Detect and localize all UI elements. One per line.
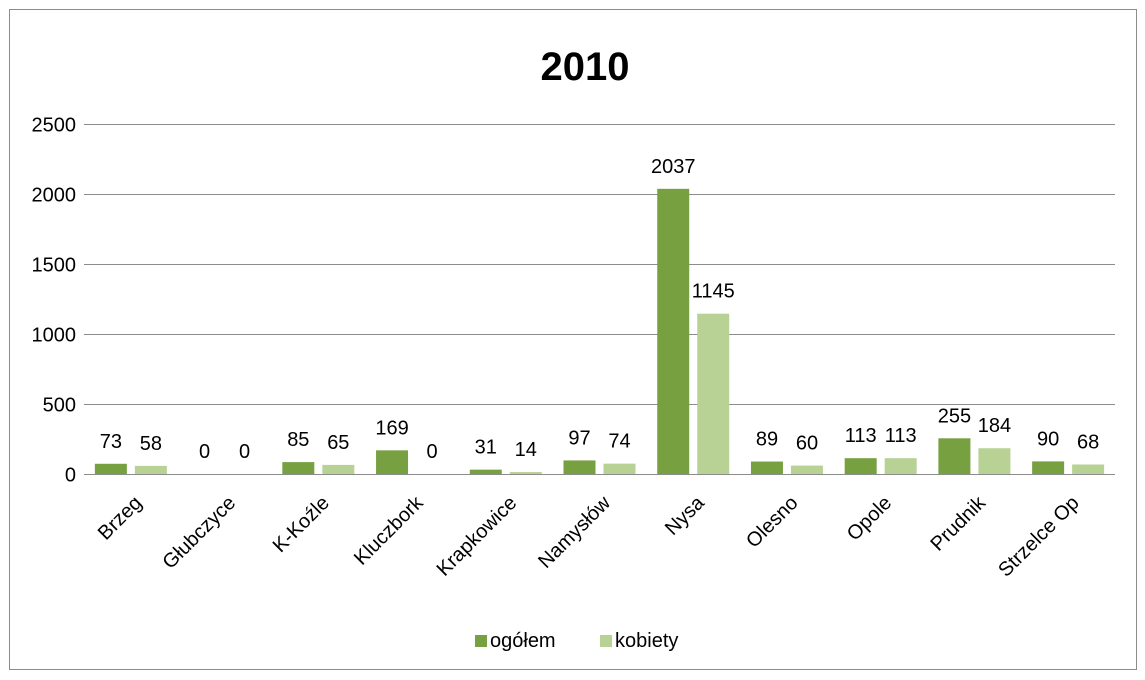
data-label: 113 xyxy=(845,425,877,447)
bar-ogółem xyxy=(282,462,315,474)
data-label: 85 xyxy=(287,429,309,451)
data-label: 90 xyxy=(1037,428,1059,450)
y-tick-label: 1000 xyxy=(32,325,77,347)
data-label: 73 xyxy=(100,431,122,453)
data-label: 65 xyxy=(327,432,349,454)
legend: ogółem kobiety xyxy=(475,630,678,652)
data-label: 89 xyxy=(756,429,778,451)
y-axis-ticks: 0 500 1000 1500 2000 2500 xyxy=(32,115,77,487)
data-label: 1145 xyxy=(692,281,735,303)
data-label: 2037 xyxy=(651,156,696,178)
legend-swatch xyxy=(475,635,487,647)
data-label: 60 xyxy=(796,433,818,455)
data-labels: 73 58 0 0 85 65 169 0 31 14 97 74 2037 1145 89 60 113 113… xyxy=(100,156,1100,463)
bars xyxy=(94,188,1105,474)
y-tick-label: 0 xyxy=(65,465,76,487)
legend-label: ogółem xyxy=(490,630,556,652)
bar-kobiety xyxy=(509,472,542,474)
bar-ogółem xyxy=(657,188,690,474)
bar-kobiety xyxy=(884,458,917,474)
legend-swatch xyxy=(600,635,612,647)
y-tick-label: 2500 xyxy=(32,115,77,137)
bar-ogółem xyxy=(844,458,877,474)
data-label: 68 xyxy=(1077,431,1099,453)
bar-kobiety xyxy=(322,464,355,474)
data-label: 0 xyxy=(199,441,210,463)
data-label: 255 xyxy=(938,405,971,427)
bar-ogółem xyxy=(469,469,502,474)
legend-label: kobiety xyxy=(615,630,678,652)
data-label: 74 xyxy=(608,431,630,453)
data-label: 31 xyxy=(475,437,497,459)
data-label: 113 xyxy=(885,425,917,447)
bar-kobiety xyxy=(603,463,636,474)
data-label: 97 xyxy=(568,427,590,449)
bar-ogółem xyxy=(94,463,127,474)
data-label: 0 xyxy=(426,441,437,463)
bar-ogółem xyxy=(938,438,971,474)
data-label: 184 xyxy=(978,415,1011,437)
y-tick-label: 500 xyxy=(43,395,76,417)
data-label: 169 xyxy=(375,417,408,439)
chart-title: 2010 xyxy=(541,45,630,89)
data-label: 58 xyxy=(140,433,162,455)
bar-kobiety xyxy=(790,465,823,474)
y-tick-label: 1500 xyxy=(32,255,77,277)
data-label: 0 xyxy=(239,441,250,463)
bar-ogółem xyxy=(376,450,409,474)
bar-ogółem xyxy=(750,461,783,474)
bar-ogółem xyxy=(563,460,596,474)
bar-ogółem xyxy=(1032,461,1065,474)
bar-kobiety xyxy=(134,465,167,474)
data-label: 14 xyxy=(515,439,537,461)
gridlines xyxy=(84,124,1115,405)
chart-border xyxy=(9,9,1137,670)
bar-kobiety xyxy=(978,448,1011,474)
bar-kobiety xyxy=(697,313,730,474)
bar-kobiety xyxy=(1072,464,1105,474)
y-tick-label: 2000 xyxy=(32,185,77,207)
